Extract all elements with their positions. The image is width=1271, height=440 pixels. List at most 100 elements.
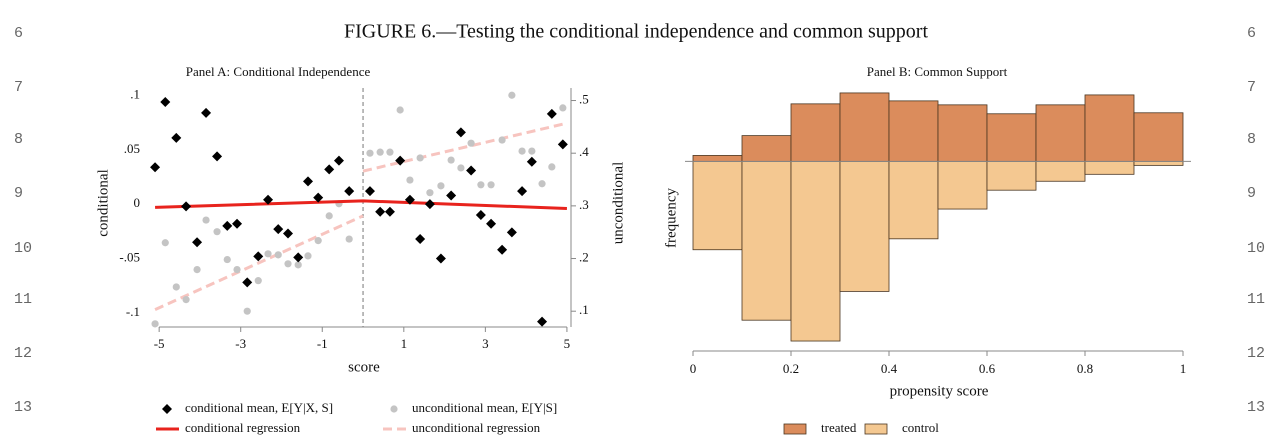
bar — [1035, 161, 1086, 182]
figure-caption: FIGURE 6.—Testing the conditional indepe… — [344, 21, 928, 43]
point — [546, 108, 557, 119]
line-number: 11 — [14, 291, 32, 308]
bar — [692, 155, 743, 162]
panel-title: Panel B: Common Support — [867, 64, 1008, 79]
x-tick-label: -1 — [317, 336, 328, 351]
line-number: 13 — [1247, 399, 1265, 416]
line-number: 12 — [1247, 345, 1265, 362]
point — [284, 260, 292, 268]
x-tick-label: 0.2 — [783, 361, 799, 376]
legend-label: control — [902, 420, 939, 435]
y-tick-label: .05 — [124, 141, 140, 156]
bar — [790, 161, 841, 342]
bar — [1084, 94, 1135, 162]
point — [415, 233, 426, 244]
point — [416, 154, 424, 162]
point — [537, 316, 548, 327]
point — [263, 194, 274, 205]
x-tick-label: 0.8 — [1077, 361, 1093, 376]
point — [325, 212, 333, 220]
point — [160, 96, 171, 107]
point — [171, 132, 182, 143]
x-tick-label: 0.6 — [979, 361, 996, 376]
point — [506, 227, 517, 238]
y-tick-label: .1 — [130, 86, 140, 101]
point — [345, 235, 353, 243]
y-axis-label: conditional — [95, 169, 111, 237]
bar — [741, 135, 792, 162]
point — [538, 180, 546, 188]
legend-swatch — [864, 423, 888, 435]
point — [384, 206, 395, 217]
point — [477, 181, 485, 189]
point — [213, 228, 221, 236]
x-tick-label: 0 — [690, 361, 697, 376]
point — [302, 176, 313, 187]
line-number: 8 — [14, 131, 23, 148]
point — [426, 189, 434, 197]
y2-tick-label: .5 — [579, 92, 589, 107]
y-tick-label: -.05 — [119, 249, 140, 264]
legend-label: conditional regression — [185, 420, 301, 435]
point — [375, 206, 386, 217]
line-number: 10 — [1247, 240, 1265, 257]
line-number: 9 — [14, 185, 23, 202]
point — [242, 277, 253, 288]
line-number: 9 — [1247, 185, 1256, 202]
point — [508, 91, 516, 99]
point — [467, 139, 475, 147]
x-tick-label: -5 — [154, 336, 165, 351]
x-tick-label: 1 — [401, 336, 408, 351]
y-tick-label: -.1 — [126, 304, 140, 319]
point — [557, 139, 568, 150]
point — [254, 277, 262, 285]
line-number: 7 — [14, 79, 23, 96]
point — [517, 186, 528, 197]
legend-symbol — [162, 404, 172, 414]
point — [475, 210, 486, 221]
point — [243, 307, 251, 315]
point — [201, 107, 212, 118]
point — [150, 162, 161, 173]
point — [528, 147, 536, 155]
y2-axis-label: unconditional — [610, 162, 626, 245]
point — [404, 194, 415, 205]
point — [497, 244, 508, 255]
x-tick-label: -3 — [235, 336, 246, 351]
bar — [1133, 161, 1184, 166]
point — [487, 181, 495, 189]
bar — [986, 161, 1037, 191]
point — [294, 261, 302, 269]
point — [376, 148, 384, 156]
point — [283, 228, 294, 239]
point — [424, 199, 435, 210]
bar — [986, 113, 1037, 162]
point — [151, 320, 159, 328]
point — [498, 136, 506, 144]
point — [396, 106, 404, 114]
legend-swatch — [783, 423, 807, 435]
point — [222, 220, 233, 231]
bar — [790, 103, 841, 162]
x-axis-label: score — [348, 359, 380, 375]
point — [437, 182, 445, 190]
point — [253, 251, 264, 262]
line-number: 13 — [14, 399, 32, 416]
point — [366, 149, 374, 157]
line-number: 8 — [1247, 131, 1256, 148]
point — [455, 127, 466, 138]
point — [181, 201, 192, 212]
bar — [937, 161, 988, 210]
bar — [1133, 112, 1184, 162]
panel-title: Panel A: Conditional Independence — [186, 64, 371, 79]
y2-tick-label: .2 — [579, 250, 589, 265]
point — [364, 186, 375, 197]
point — [182, 296, 190, 304]
bar — [888, 161, 939, 240]
y2-tick-label: .3 — [579, 197, 589, 212]
point — [233, 265, 241, 274]
point — [435, 253, 446, 264]
point — [193, 265, 201, 274]
legend-label: treated — [821, 420, 857, 435]
